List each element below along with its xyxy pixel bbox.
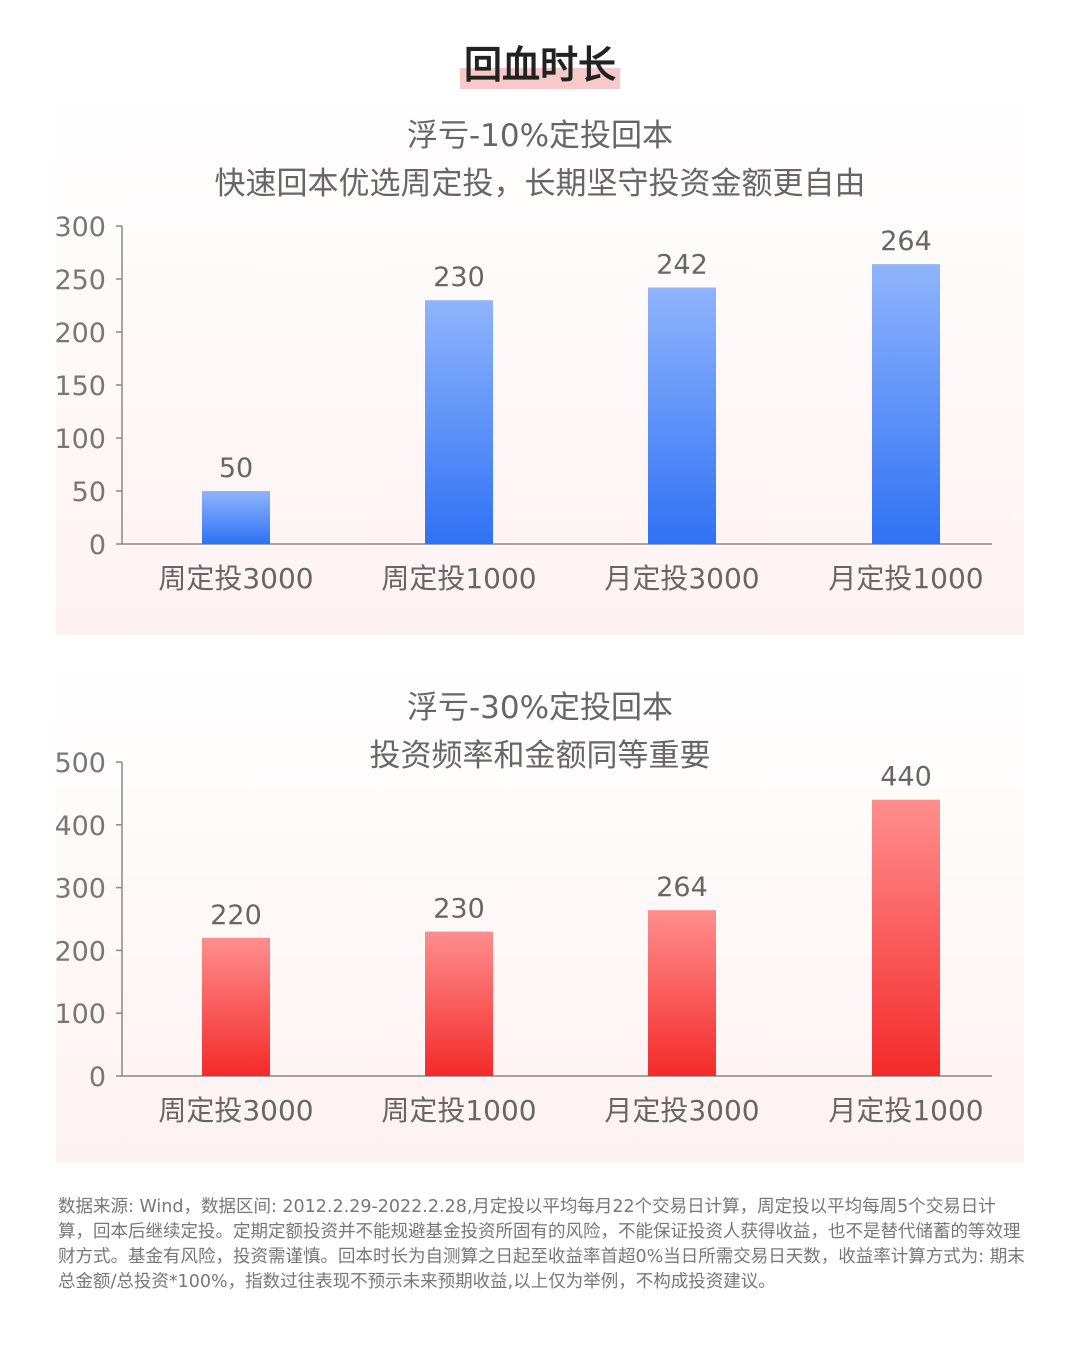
chart-panel-1: 浮亏-10%定投回本快速回本优选周定投，长期坚守投资金额更自由 0 50 100 150… xyxy=(56,90,1024,635)
bar xyxy=(202,937,270,1076)
y-tick-label: 0 xyxy=(89,530,106,561)
y-tick-label: 500 xyxy=(56,748,106,779)
x-category-label: 周定投1000 xyxy=(381,562,536,595)
page-title: 回血时长 xyxy=(0,34,1080,89)
chart-title: 浮亏-10%定投回本 xyxy=(407,118,673,154)
data-label: 230 xyxy=(433,262,485,293)
chart-title: 浮亏-30%定投回本 xyxy=(407,690,673,726)
bar xyxy=(202,491,270,544)
data-label: 50 xyxy=(219,453,253,484)
x-category-label: 周定投3000 xyxy=(158,1094,313,1127)
y-tick-label: 300 xyxy=(56,212,106,243)
y-tick-label: 200 xyxy=(56,936,106,967)
data-label: 242 xyxy=(656,249,708,280)
y-tick-label: 200 xyxy=(56,318,106,349)
y-tick-label: 150 xyxy=(56,371,106,402)
y-tick-label: 100 xyxy=(56,999,106,1030)
y-tick-label: 300 xyxy=(56,874,106,905)
x-category-label: 月定投1000 xyxy=(828,562,983,595)
bar xyxy=(425,931,493,1076)
data-label: 440 xyxy=(880,762,932,793)
x-category-label: 周定投3000 xyxy=(158,562,313,595)
bar xyxy=(872,799,940,1076)
y-tick-label: 250 xyxy=(56,265,106,296)
x-category-label: 周定投1000 xyxy=(381,1094,536,1127)
bar xyxy=(425,300,493,544)
x-category-label: 月定投1000 xyxy=(828,1094,983,1127)
footnote: 数据来源: Wind，数据区间: 2012.2.29-2022.2.28,月定投… xyxy=(58,1197,1025,1292)
y-tick-label: 400 xyxy=(56,811,106,842)
bar xyxy=(872,264,940,544)
x-category-label: 月定投3000 xyxy=(604,1094,759,1127)
x-category-label: 月定投3000 xyxy=(604,562,759,595)
chart-subtitle: 投资频率和金额同等重要 xyxy=(370,738,711,774)
data-label: 264 xyxy=(880,226,932,257)
chart-subtitle: 快速回本优选周定投，长期坚守投资金额更自由 xyxy=(215,166,866,202)
bar xyxy=(648,287,716,544)
bar xyxy=(648,910,716,1076)
y-tick-label: 50 xyxy=(72,477,106,508)
y-tick-label: 0 xyxy=(89,1062,106,1093)
chart-panel-2: 浮亏-30%定投回本投资频率和金额同等重要 0 100 200 300 400 500 220… xyxy=(56,660,1024,1162)
y-tick-label: 100 xyxy=(56,424,106,455)
data-label: 220 xyxy=(210,900,262,931)
data-label: 264 xyxy=(656,872,708,903)
data-label: 230 xyxy=(433,894,485,925)
